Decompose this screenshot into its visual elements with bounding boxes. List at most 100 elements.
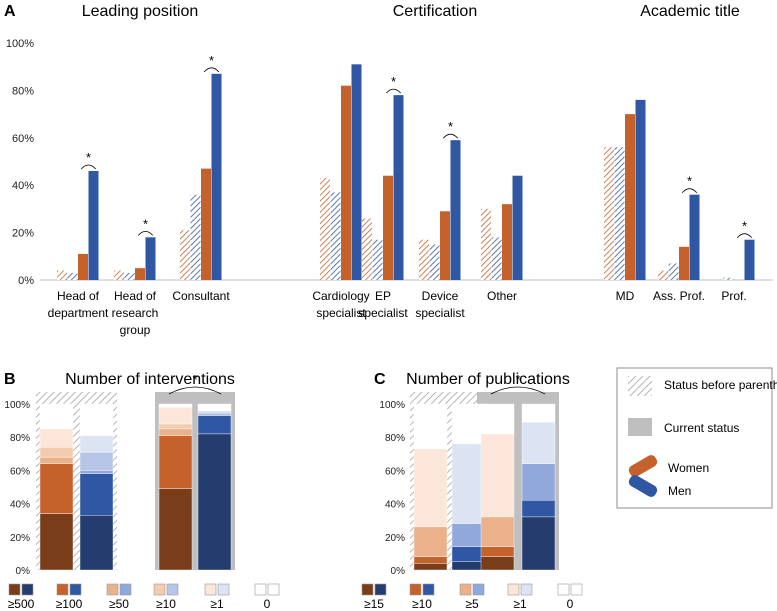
bar-3 <box>351 64 362 280</box>
category-label: Other <box>487 289 517 303</box>
significance-star: * <box>448 119 453 134</box>
legend-swatch-men <box>21 583 34 596</box>
significance-bracket <box>385 88 402 94</box>
bar-2 <box>502 204 512 280</box>
significance-star: * <box>687 174 692 189</box>
legend-swatch-label: ≥50 <box>109 597 129 611</box>
section-title-leading: Leading position <box>82 3 199 20</box>
category-label: Cardiology <box>312 289 369 303</box>
bar-3 <box>512 175 523 280</box>
legend-men-label: Men <box>668 484 691 498</box>
bar-2 <box>135 268 145 280</box>
stack-segment <box>39 513 74 571</box>
legend-swatch-label: ≥1 <box>513 597 527 611</box>
bar-1 <box>372 239 383 280</box>
bar-1 <box>190 194 201 280</box>
panel-c-title: Number of publications <box>406 371 570 388</box>
significance-star: * <box>192 372 197 387</box>
panel-a-label: A <box>4 3 16 20</box>
y-tick-label: 40% <box>12 180 34 192</box>
y-tick-label: 80% <box>385 433 405 444</box>
section-title-certification: Certification <box>393 3 477 20</box>
legend-swatch-label: ≥5 <box>465 597 479 611</box>
bar-2 <box>383 175 393 280</box>
stack-segment <box>197 415 232 435</box>
legend-swatch-women <box>153 583 166 596</box>
bar-0 <box>419 239 429 280</box>
y-tick-label: 80% <box>10 433 30 444</box>
bar-1 <box>429 244 440 280</box>
bar-0 <box>57 270 67 280</box>
legend-hatched-label: Status before parenthood <box>664 378 777 392</box>
stack-segment <box>158 407 193 425</box>
significance-bracket <box>736 233 753 238</box>
stack-segment <box>158 428 193 436</box>
legend-swatch-men <box>119 583 132 596</box>
legend-swatch-men <box>166 583 179 596</box>
bar-2 <box>201 168 211 280</box>
stack-segment <box>521 516 556 571</box>
stack-segment <box>39 428 74 448</box>
stack-segment <box>521 463 556 501</box>
stack-segment <box>451 403 486 445</box>
bar-0 <box>362 218 372 280</box>
y-tick-label: 20% <box>385 533 405 544</box>
bar-2 <box>341 85 351 280</box>
legend-swatch-men <box>267 583 280 596</box>
bar-3 <box>211 73 222 280</box>
panel-c-chart: 100%80%60%40%20%0%*≥15 ≥10 ≥5 ≥1 0 <box>361 372 583 611</box>
stack-segment <box>451 546 486 562</box>
legend-swatch-men <box>217 583 230 596</box>
legend-swatch-men <box>69 583 82 596</box>
bar-1 <box>330 192 341 280</box>
bar-0 <box>320 178 330 280</box>
stack-segment <box>197 412 232 415</box>
legend-swatch-women <box>361 583 374 596</box>
stack-segment <box>79 515 114 571</box>
bar-2 <box>625 114 635 280</box>
category-label: Consultant <box>172 289 230 303</box>
stack-segment <box>158 403 193 408</box>
legend-swatch-women <box>557 583 570 596</box>
y-tick-label: 40% <box>10 500 30 511</box>
legend-swatch-women <box>8 583 21 596</box>
stack-segment <box>197 433 232 571</box>
stack-segment <box>39 446 74 458</box>
category-label: Ass. Prof. <box>653 289 705 303</box>
stack-segment <box>480 546 515 557</box>
panel-c-label: C <box>374 371 386 388</box>
category-label: specialist <box>415 306 465 320</box>
legend-women-label: Women <box>668 461 709 475</box>
y-tick-label: 100% <box>379 400 405 411</box>
legend-hatched-swatch <box>628 376 652 396</box>
stack-segment <box>39 456 74 464</box>
stack-segment <box>39 463 74 514</box>
stack-segment <box>413 563 448 571</box>
bar-1 <box>668 263 679 280</box>
stack-segment <box>480 433 515 518</box>
stack-segment <box>413 403 448 450</box>
stack-segment <box>451 443 486 524</box>
y-tick-label: 20% <box>10 533 30 544</box>
significance-star: * <box>515 372 520 387</box>
bar-3 <box>635 99 646 280</box>
legend-swatch-label: ≥1 <box>210 597 224 611</box>
stack-segment <box>197 413 232 416</box>
section-title-academic: Academic title <box>640 3 740 20</box>
legend-swatch-women <box>507 583 520 596</box>
y-tick-label: 0% <box>391 566 406 577</box>
stack-segment <box>197 410 232 413</box>
y-tick-label: 100% <box>6 38 34 50</box>
legend-hatched-text: Status before parenthood <box>664 378 777 392</box>
legend-swatch-label: ≥10 <box>412 597 432 611</box>
legend-swatch-label: 0 <box>264 597 271 611</box>
bar-1 <box>491 237 502 280</box>
legend-swatch-women <box>409 583 422 596</box>
y-tick-label: 0% <box>18 275 34 287</box>
stack-segment <box>158 423 193 430</box>
significance-bracket <box>168 386 222 395</box>
category-label: specialist <box>316 306 366 320</box>
legend-swatch-men <box>570 583 583 596</box>
stack-segment <box>451 523 486 547</box>
